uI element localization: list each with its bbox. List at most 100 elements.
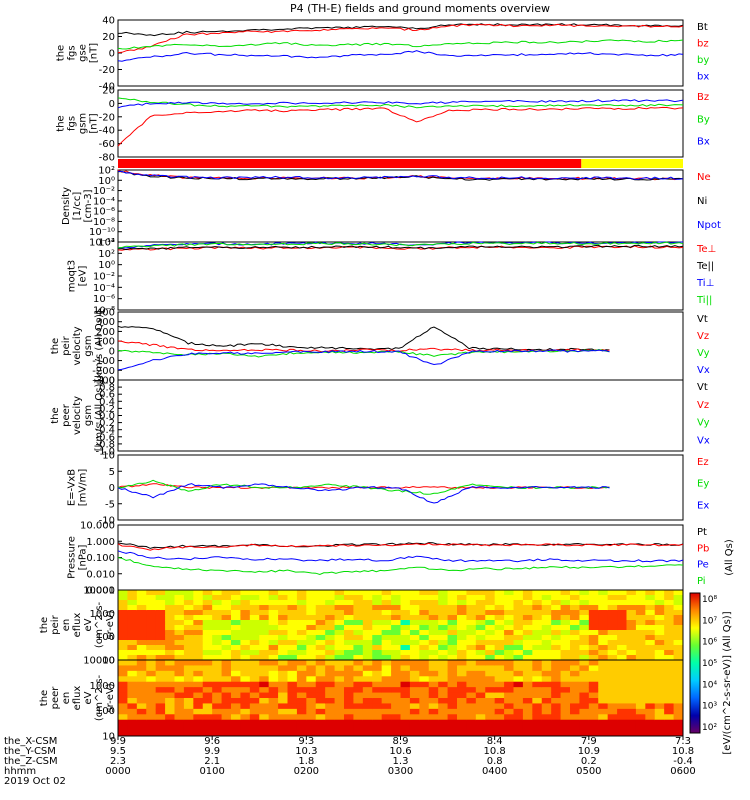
heatmap-cell — [165, 703, 175, 710]
heatmap-cell — [400, 645, 411, 651]
heatmap-cell — [654, 714, 665, 721]
heatmap-cell — [522, 625, 533, 631]
heatmap-cell — [362, 605, 373, 611]
heatmap-cell — [287, 703, 298, 710]
heatmap-cell — [673, 681, 684, 688]
series-line-Bx — [117, 99, 684, 109]
heatmap-cell — [353, 600, 364, 606]
heatmap-cell — [447, 590, 458, 596]
heatmap-cell — [287, 665, 298, 672]
heatmap-cell — [560, 692, 571, 699]
heatmap-cell — [202, 650, 213, 656]
heatmap-cell — [598, 615, 609, 621]
heatmap-cell — [617, 610, 627, 616]
heatmap-cell — [428, 655, 439, 661]
heatmap-cell — [372, 645, 383, 651]
heatmap-cell — [287, 645, 298, 651]
heatmap-cell — [344, 640, 354, 646]
heatmap-cell — [325, 590, 336, 596]
heatmap-cell — [174, 635, 185, 641]
legend-Pi: Pi — [697, 576, 706, 587]
heatmap-cell — [654, 625, 665, 631]
heatmap-cell — [617, 595, 627, 601]
y-label-line: [km/s (All Qs)] — [94, 310, 105, 382]
heatmap-cell — [183, 615, 194, 621]
heatmap-cell — [231, 687, 241, 694]
heatmap-cell — [240, 676, 251, 683]
heatmap-cell — [334, 590, 345, 596]
heatmap-cell — [315, 660, 326, 666]
heatmap-cell — [673, 676, 684, 683]
y-tick-label: -60 — [99, 139, 115, 150]
heatmap-cell — [438, 676, 449, 683]
heatmap-cell — [409, 605, 420, 611]
y-label-line: en — [61, 619, 72, 632]
heatmap-cell — [541, 645, 552, 651]
heatmap-cell — [231, 670, 241, 677]
footer-value: 10.6 — [389, 746, 411, 757]
heatmap-cell — [136, 655, 147, 661]
heatmap-cell — [136, 650, 147, 656]
heatmap-cell — [532, 703, 543, 710]
heatmap-cell — [664, 703, 675, 710]
heatmap-cell — [654, 676, 665, 683]
heatmap-cell — [249, 708, 260, 715]
heatmap-cell — [391, 595, 401, 601]
heatmap-cell — [504, 708, 514, 715]
heatmap-cell — [579, 730, 590, 737]
heatmap-cell — [447, 730, 458, 737]
heatmap-cell — [287, 725, 298, 732]
heatmap-cell — [447, 630, 458, 636]
heatmap-cell — [231, 660, 241, 666]
panel-frame — [117, 169, 684, 243]
footer-value: 7.3 — [675, 736, 691, 747]
heatmap-cell — [278, 625, 288, 631]
heatmap-cell — [457, 655, 467, 661]
heatmap-cell — [541, 687, 552, 694]
heatmap-cell — [381, 698, 392, 704]
heatmap-cell — [400, 650, 411, 656]
y-label-line: the — [50, 407, 61, 423]
heatmap-cell — [532, 635, 543, 641]
heatmap-cell — [118, 655, 128, 661]
heatmap-cell — [588, 725, 599, 732]
heatmap-cell — [278, 665, 288, 672]
heatmap-cell — [560, 600, 571, 606]
heatmap-cell — [579, 708, 590, 715]
y-tick-label: 10⁴ — [98, 238, 115, 249]
heatmap-cell — [475, 635, 486, 641]
heatmap-cell — [174, 703, 185, 710]
y-label-line: [eV] — [78, 266, 89, 287]
heatmap-cell — [409, 708, 420, 715]
heatmap-cell — [532, 687, 543, 694]
heatmap-cell — [249, 610, 260, 616]
heatmap-cell — [447, 655, 458, 661]
heatmap-cell — [419, 708, 430, 715]
heatmap-cell — [560, 725, 571, 732]
heatmap-cell — [513, 615, 524, 621]
heatmap-cell — [306, 681, 317, 688]
heatmap-cell — [136, 719, 147, 726]
heatmap-cell — [673, 660, 684, 666]
heatmap-cell — [635, 714, 646, 721]
heatmap-cell — [570, 610, 580, 616]
heatmap-cell — [362, 670, 373, 677]
heatmap-cell — [457, 670, 467, 677]
heatmap-cell — [259, 605, 270, 611]
heatmap-cell — [221, 655, 232, 661]
heatmap-cell — [617, 605, 627, 611]
colorbar-tick-label: 10⁵ — [702, 659, 717, 669]
footer-value: 9.6 — [204, 736, 220, 747]
status-bar-yellow — [581, 159, 683, 168]
heatmap-cell — [381, 640, 392, 646]
heatmap-cell — [579, 610, 590, 616]
heatmap-cell — [635, 610, 646, 616]
heatmap-cell — [202, 708, 213, 715]
heatmap-cell — [428, 660, 439, 666]
heatmap-cell — [306, 714, 317, 721]
heatmap-cell — [306, 719, 317, 726]
heatmap-cell — [344, 714, 354, 721]
panel-density: 10²10⁰10⁻²10⁻⁴10⁻⁶10⁻⁸10⁻¹⁰10⁻¹²Density[… — [61, 166, 721, 249]
heatmap-cell — [409, 650, 420, 656]
